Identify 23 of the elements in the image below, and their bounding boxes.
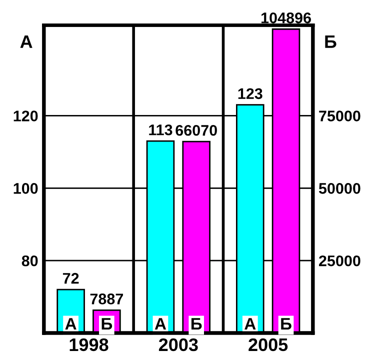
x-tick-label: 2003 <box>158 338 198 352</box>
x-tick-label: 1998 <box>70 338 108 352</box>
y-tick-label: 120 <box>14 110 38 122</box>
data-label: 72 <box>62 272 79 284</box>
y2-tick-label: 50000 <box>318 183 360 194</box>
series-label: Б <box>102 318 112 330</box>
text: Б <box>191 318 202 330</box>
y-tick-label: 100 <box>14 183 38 194</box>
text: А <box>244 318 256 330</box>
y2-axis-title: Б <box>325 35 336 48</box>
data-label: 113 <box>149 124 172 136</box>
text: А <box>154 318 166 330</box>
y2-tick-label: 75000 <box>319 110 360 122</box>
data-label: 66070 <box>176 124 217 136</box>
data-label: 104896 <box>261 12 311 24</box>
series-label: А <box>65 318 76 330</box>
y-axis-title: А <box>20 35 32 48</box>
y-tick-label: 80 <box>22 255 38 266</box>
y2-tick-label: 25000 <box>318 255 360 266</box>
data-label: 123 <box>238 88 262 100</box>
x-tick-label: 2005 <box>248 338 288 352</box>
data-label: 7887 <box>90 294 123 304</box>
text: Б <box>281 318 292 330</box>
